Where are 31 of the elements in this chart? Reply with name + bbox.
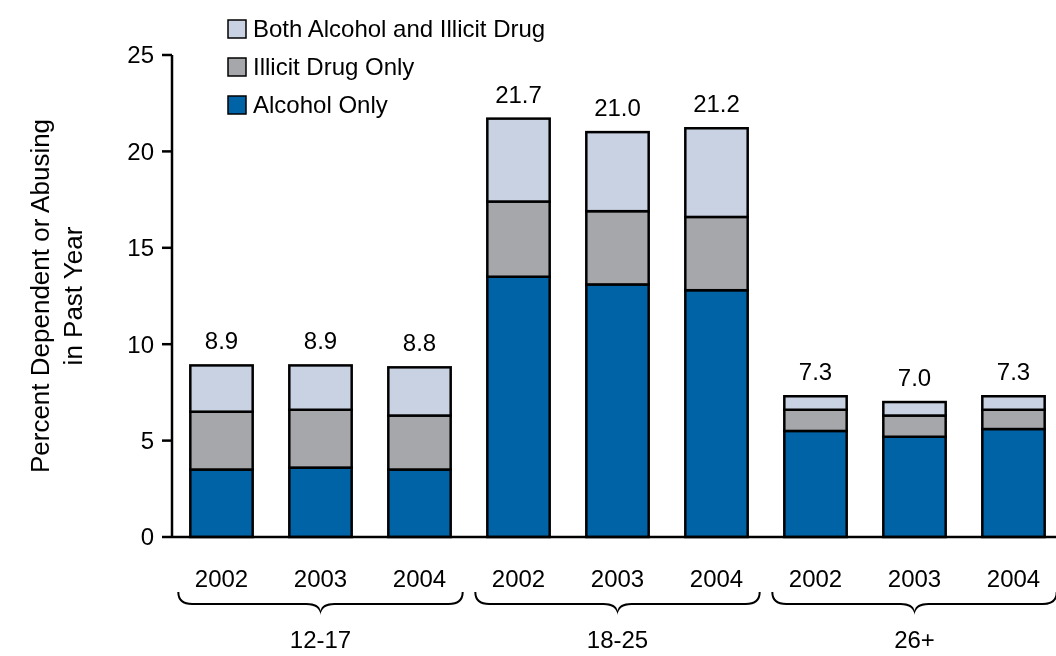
total-label: 8.9 xyxy=(303,327,338,355)
x-tick-label: 2003 xyxy=(293,565,348,592)
text: 12-17 xyxy=(289,626,352,653)
y-axis-title: Percent Dependent or Abusing in Past Year xyxy=(25,118,88,474)
y-tick-label: 5 xyxy=(140,427,154,454)
x-tick-label: 2002 xyxy=(491,565,546,592)
x-tick-label: 2003 xyxy=(887,565,942,592)
y-tick-label: 0 xyxy=(140,523,154,551)
x-tick-label: 2002 xyxy=(194,565,249,592)
total-label: 21.2 xyxy=(693,90,740,118)
legend-label: Alcohol Only xyxy=(253,91,388,119)
total-label: 7.3 xyxy=(798,358,833,386)
x-tick-label: 2004 xyxy=(392,565,447,592)
total-label: 21.7 xyxy=(495,80,542,108)
y-tick-label: 25 xyxy=(127,41,154,69)
legend-label: Both Alcohol and Illicit Drug xyxy=(253,15,546,43)
total-label: 21.0 xyxy=(594,94,641,122)
total-label: 8.9 xyxy=(204,327,239,355)
x-tick-label: 2004 xyxy=(986,565,1041,592)
total-label: 8.8 xyxy=(402,329,437,357)
y-tick-label: 10 xyxy=(127,330,154,358)
total-label: 7.0 xyxy=(897,364,932,392)
x-tick-label: 2004 xyxy=(689,565,744,592)
x-tick-label: 2003 xyxy=(590,565,645,592)
text: 18-25 xyxy=(586,626,649,653)
y-tick-label: 15 xyxy=(127,234,154,262)
total-label: 7.3 xyxy=(996,358,1031,386)
x-tick-label: 2002 xyxy=(788,565,843,592)
y-tick-label: 20 xyxy=(127,137,154,165)
legend-label: Illicit Drug Only xyxy=(253,53,415,81)
text: 26+ xyxy=(894,626,935,653)
